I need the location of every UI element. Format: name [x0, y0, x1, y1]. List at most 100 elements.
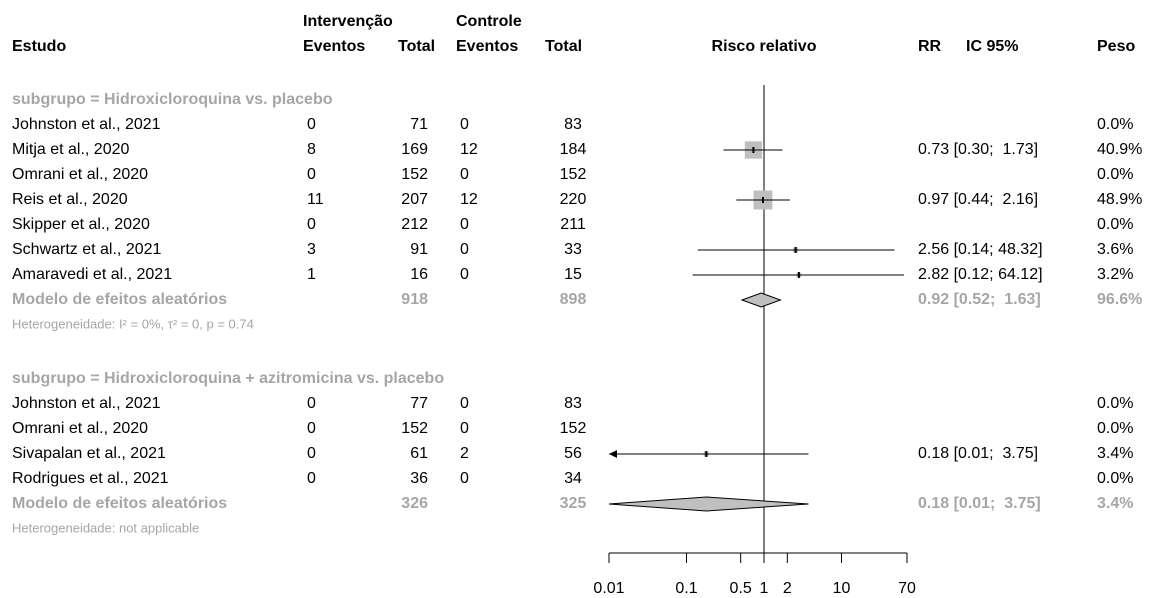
- pooled-total-int: 918: [401, 291, 428, 308]
- events-int: 0: [307, 216, 316, 233]
- total-ctrl: 152: [560, 166, 587, 183]
- heterogeneity: Heterogeneidade: I² = 0%, τ² = 0, p = 0.…: [12, 316, 254, 331]
- total-ctrl: 211: [560, 216, 586, 233]
- study-name: Schwartz et al., 2021: [12, 241, 162, 258]
- study-name: Johnston et al., 2021: [12, 116, 161, 133]
- header-events: Eventos: [456, 38, 518, 55]
- x-tick-label: 0.1: [675, 580, 697, 597]
- header-total: Total: [545, 38, 582, 55]
- x-tick-label: 2: [783, 580, 792, 597]
- total-int: 61: [410, 445, 428, 462]
- weight: 48.9%: [1097, 191, 1142, 208]
- events-ctrl: 0: [460, 420, 469, 437]
- total-int: 212: [401, 216, 428, 233]
- pooled-rr-ci: 0.92 [0.52; 1.63]: [918, 291, 1041, 308]
- weight: 0.0%: [1097, 470, 1133, 487]
- total-ctrl: 56: [564, 445, 582, 462]
- header-ci: IC 95%: [966, 38, 1018, 55]
- events-ctrl: 0: [460, 216, 469, 233]
- heterogeneity: Heterogeneidade: not applicable: [12, 520, 199, 535]
- weight: 0.0%: [1097, 116, 1133, 133]
- total-int: 36: [410, 470, 428, 487]
- events-ctrl: 0: [460, 166, 469, 183]
- events-int: 8: [307, 141, 316, 158]
- pooled-diamond: [740, 292, 782, 308]
- total-ctrl: 34: [564, 470, 582, 487]
- header-control: Controle: [456, 13, 522, 30]
- study-name: Sivapalan et al., 2021: [12, 445, 166, 462]
- x-tick-label: 0.01: [593, 580, 624, 597]
- pooled-name: Modelo de efeitos aleatórios: [12, 291, 227, 308]
- total-ctrl: 220: [560, 191, 587, 208]
- total-int: 169: [401, 141, 428, 158]
- total-ctrl: 33: [564, 241, 582, 258]
- weight: 3.2%: [1097, 266, 1133, 283]
- study-name: Rodrigues et al., 2021: [12, 470, 169, 487]
- study-name: Amaravedi et al., 2021: [12, 266, 172, 283]
- events-int: 0: [307, 445, 316, 462]
- events-ctrl: 12: [460, 141, 478, 158]
- pooled-weight: 3.4%: [1097, 495, 1133, 512]
- study-name: Omrani et al., 2020: [12, 166, 148, 183]
- rr-ci: 0.73 [0.30; 1.73]: [918, 141, 1038, 158]
- weight: 3.6%: [1097, 241, 1133, 258]
- total-int: 71: [410, 116, 428, 133]
- study-name: Mitja et al., 2020: [12, 141, 130, 158]
- events-int: 0: [307, 420, 316, 437]
- x-tick-label: 1: [760, 580, 769, 597]
- events-int: 0: [307, 116, 316, 133]
- events-ctrl: 12: [460, 191, 478, 208]
- pooled-diamond: [608, 496, 809, 512]
- weight: 40.9%: [1097, 141, 1142, 158]
- total-int: 152: [401, 166, 428, 183]
- events-ctrl: 0: [460, 395, 469, 412]
- header-study: Estudo: [12, 38, 66, 55]
- events-int: 0: [307, 166, 316, 183]
- weight: 0.0%: [1097, 420, 1133, 437]
- pooled-total-ctrl: 325: [560, 495, 587, 512]
- header-intervention: Intervenção: [303, 13, 393, 30]
- events-ctrl: 2: [460, 445, 469, 462]
- header-events: Eventos: [303, 38, 365, 55]
- weight: 0.0%: [1097, 166, 1133, 183]
- study-name: Skipper et al., 2020: [12, 216, 150, 233]
- events-int: 1: [307, 266, 316, 283]
- total-int: 16: [410, 266, 428, 283]
- events-ctrl: 0: [460, 470, 469, 487]
- pooled-weight: 96.6%: [1097, 291, 1142, 308]
- pooled-rr-ci: 0.18 [0.01; 3.75]: [918, 495, 1041, 512]
- total-ctrl: 152: [560, 420, 587, 437]
- study-name: Johnston et al., 2021: [12, 395, 161, 412]
- x-tick-label: 70: [898, 580, 916, 597]
- study-name: Reis et al., 2020: [12, 191, 128, 208]
- subgroup-label: subgrupo = Hidroxicloroquina vs. placebo: [12, 91, 333, 108]
- header-total: Total: [398, 38, 435, 55]
- total-ctrl: 15: [564, 266, 582, 283]
- pooled-total-int: 326: [401, 495, 428, 512]
- events-ctrl: 0: [460, 241, 469, 258]
- total-ctrl: 83: [564, 116, 582, 133]
- rr-ci: 0.18 [0.01; 3.75]: [918, 445, 1038, 462]
- total-int: 152: [401, 420, 428, 437]
- weight: 3.4%: [1097, 445, 1133, 462]
- rr-ci: 2.82 [0.12; 64.12]: [918, 266, 1043, 283]
- ci-arrow: [609, 450, 617, 458]
- events-int: 3: [307, 241, 316, 258]
- weight: 0.0%: [1097, 216, 1133, 233]
- events-ctrl: 0: [460, 116, 469, 133]
- events-int: 11: [307, 191, 324, 208]
- rr-ci: 0.97 [0.44; 2.16]: [918, 191, 1038, 208]
- study-name: Omrani et al., 2020: [12, 420, 148, 437]
- header-weight: Peso: [1097, 38, 1135, 55]
- events-int: 0: [307, 470, 316, 487]
- rr-ci: 2.56 [0.14; 48.32]: [918, 241, 1043, 258]
- header-plot: Risco relativo: [712, 38, 817, 55]
- x-tick-label: 0.5: [730, 580, 752, 597]
- events-int: 0: [307, 395, 316, 412]
- x-tick-label: 10: [833, 580, 851, 597]
- total-ctrl: 184: [560, 141, 587, 158]
- pooled-name: Modelo de efeitos aleatórios: [12, 495, 227, 512]
- header-rr: RR: [918, 38, 942, 55]
- weight: 0.0%: [1097, 395, 1133, 412]
